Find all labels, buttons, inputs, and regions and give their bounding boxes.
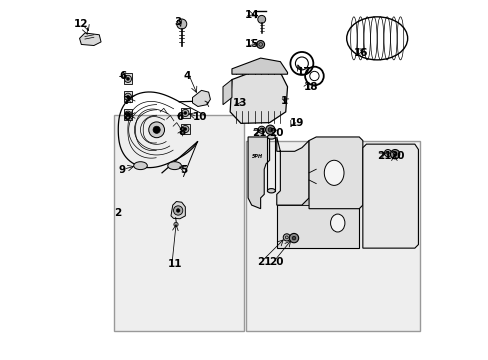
Polygon shape bbox=[230, 69, 287, 123]
Circle shape bbox=[256, 41, 264, 48]
Bar bbox=[276, 198, 308, 205]
Bar bbox=[276, 202, 359, 248]
Circle shape bbox=[292, 236, 295, 240]
Circle shape bbox=[182, 126, 188, 133]
Text: 21: 21 bbox=[251, 129, 265, 138]
Circle shape bbox=[384, 149, 391, 157]
Text: 17: 17 bbox=[296, 67, 310, 77]
Circle shape bbox=[148, 122, 164, 138]
Text: 15: 15 bbox=[244, 39, 259, 49]
Polygon shape bbox=[223, 80, 231, 105]
Text: 16: 16 bbox=[353, 48, 367, 58]
Polygon shape bbox=[192, 90, 210, 107]
Circle shape bbox=[258, 126, 265, 134]
Polygon shape bbox=[231, 58, 287, 74]
Polygon shape bbox=[308, 137, 362, 209]
Circle shape bbox=[176, 19, 186, 29]
Polygon shape bbox=[123, 109, 132, 120]
Circle shape bbox=[137, 163, 143, 168]
Ellipse shape bbox=[330, 214, 344, 232]
Circle shape bbox=[153, 126, 160, 134]
Polygon shape bbox=[247, 137, 269, 209]
Text: 8: 8 bbox=[123, 112, 131, 122]
Circle shape bbox=[389, 149, 399, 159]
Circle shape bbox=[174, 222, 178, 226]
Ellipse shape bbox=[267, 135, 275, 139]
Text: 8: 8 bbox=[178, 127, 185, 136]
Circle shape bbox=[283, 234, 290, 241]
Circle shape bbox=[257, 15, 265, 23]
Text: 6: 6 bbox=[176, 112, 183, 122]
Text: 12: 12 bbox=[74, 19, 88, 29]
Circle shape bbox=[176, 209, 180, 212]
Circle shape bbox=[126, 113, 129, 116]
Text: 21: 21 bbox=[257, 257, 271, 267]
Text: 4: 4 bbox=[183, 71, 190, 81]
Text: 21: 21 bbox=[376, 150, 391, 161]
Polygon shape bbox=[171, 202, 185, 219]
Circle shape bbox=[265, 125, 274, 134]
Bar bbox=[246, 140, 419, 330]
Text: 20: 20 bbox=[389, 150, 404, 161]
Text: 2: 2 bbox=[114, 208, 122, 218]
Circle shape bbox=[124, 111, 131, 118]
Ellipse shape bbox=[167, 162, 181, 170]
Text: 20: 20 bbox=[269, 257, 284, 267]
Circle shape bbox=[267, 128, 272, 132]
Text: 20: 20 bbox=[269, 128, 284, 138]
Text: 19: 19 bbox=[289, 118, 303, 128]
Ellipse shape bbox=[267, 189, 275, 193]
Circle shape bbox=[183, 112, 186, 114]
Text: 10: 10 bbox=[192, 112, 206, 122]
Text: 6: 6 bbox=[119, 71, 126, 81]
Polygon shape bbox=[123, 91, 132, 102]
Bar bbox=[113, 116, 244, 330]
Circle shape bbox=[124, 93, 131, 100]
Polygon shape bbox=[123, 73, 132, 84]
Ellipse shape bbox=[133, 162, 147, 170]
Circle shape bbox=[126, 95, 129, 98]
Circle shape bbox=[124, 75, 131, 82]
Text: 1: 1 bbox=[280, 96, 287, 106]
Polygon shape bbox=[181, 108, 189, 118]
Text: 9: 9 bbox=[118, 165, 125, 175]
Polygon shape bbox=[181, 124, 189, 134]
Polygon shape bbox=[362, 144, 418, 248]
Circle shape bbox=[173, 206, 183, 215]
Circle shape bbox=[183, 128, 186, 131]
Text: 11: 11 bbox=[167, 259, 182, 269]
Circle shape bbox=[126, 77, 129, 80]
Circle shape bbox=[392, 152, 396, 156]
Text: 5PH: 5PH bbox=[251, 154, 262, 159]
Text: 14: 14 bbox=[244, 10, 259, 20]
Polygon shape bbox=[276, 137, 308, 205]
Circle shape bbox=[182, 109, 188, 117]
Text: 3: 3 bbox=[174, 17, 182, 27]
Circle shape bbox=[289, 233, 298, 243]
Text: 7: 7 bbox=[123, 96, 131, 106]
Ellipse shape bbox=[324, 160, 344, 185]
Polygon shape bbox=[80, 33, 101, 45]
Text: 13: 13 bbox=[233, 98, 247, 108]
Text: 18: 18 bbox=[303, 82, 318, 92]
Text: 5: 5 bbox=[180, 165, 187, 175]
Circle shape bbox=[171, 163, 177, 168]
